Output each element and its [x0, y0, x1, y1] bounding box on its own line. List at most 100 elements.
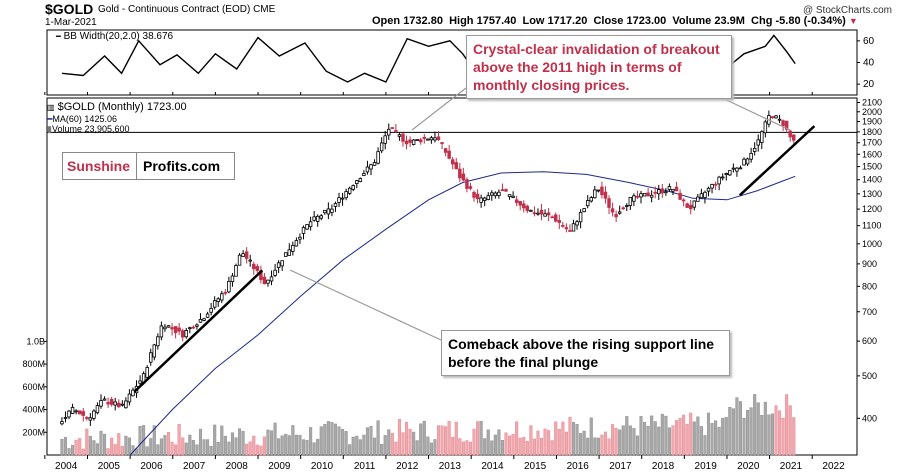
candle-body — [749, 152, 753, 160]
chart-symbol: $GOLD — [45, 1, 94, 17]
volume-bar — [390, 432, 394, 456]
price-tick-label: 2100 — [862, 97, 882, 107]
candle-body — [603, 191, 608, 199]
volume-bar — [674, 420, 679, 456]
volume-bar — [273, 422, 277, 456]
volume-bar — [458, 438, 462, 456]
volume-bar — [85, 428, 89, 456]
volume-bar — [110, 437, 114, 456]
candle-body — [74, 410, 78, 413]
volume-bar — [735, 397, 739, 456]
ma-legend: ━MA(60) 1425.06 — [47, 114, 117, 124]
price-tick-label: 600 — [862, 336, 877, 346]
candle-body — [291, 244, 295, 252]
candle-body — [731, 167, 736, 170]
open-label: Open — [372, 15, 401, 27]
candle-body — [728, 170, 732, 176]
volume-bar — [767, 414, 771, 456]
volume-bar — [653, 421, 657, 456]
volume-bar — [493, 434, 497, 456]
candle-body — [170, 327, 174, 330]
volume-bar — [234, 437, 238, 456]
candle-body — [230, 275, 235, 283]
candle-body — [735, 167, 739, 172]
candle-body — [106, 401, 110, 405]
volume-bar — [650, 415, 654, 456]
volume-bar — [269, 430, 274, 456]
candle-body — [70, 407, 75, 414]
chart-title: Gold - Continuous Contract (EOD) CME — [98, 4, 275, 15]
volume-bar — [177, 424, 181, 456]
volume-bar — [266, 429, 270, 456]
logo-part-sunshine: Sunshine — [63, 153, 138, 179]
volume-bar — [561, 421, 565, 456]
candle-body — [411, 139, 416, 145]
candle-body — [600, 186, 604, 196]
volume-bar — [344, 431, 348, 456]
volume-bar — [714, 420, 718, 456]
candle-body — [447, 150, 451, 159]
candle-body — [468, 186, 473, 189]
candle-body — [387, 128, 391, 136]
volume-bar — [451, 436, 455, 456]
candle-body — [642, 193, 647, 197]
volume-bar — [195, 444, 199, 456]
volume-bar — [230, 432, 234, 456]
candle-body — [372, 162, 377, 166]
volume-bar — [504, 432, 508, 456]
candle-body — [628, 196, 633, 206]
x-tick-label: 2006 — [140, 461, 163, 472]
price-tick-label: 400 — [862, 413, 877, 423]
candle-body — [490, 192, 494, 196]
volume-bar — [522, 437, 526, 456]
candle-body — [554, 214, 558, 222]
volume-tick-label: 1.0B — [26, 336, 45, 346]
candle-body — [426, 138, 430, 141]
candle-body — [653, 191, 657, 194]
candle-body — [497, 191, 501, 196]
volume-bar — [259, 445, 263, 456]
volume-bar — [81, 448, 85, 456]
volume-bar — [508, 435, 512, 456]
candle-body — [323, 209, 327, 214]
candle-body — [589, 197, 593, 202]
volume-bar — [369, 426, 373, 456]
candle-body — [337, 197, 341, 203]
close-label: Close — [593, 15, 624, 27]
candle-body — [685, 203, 689, 208]
candle-body — [738, 167, 743, 170]
candle-body — [465, 179, 469, 189]
volume-bar — [440, 425, 444, 456]
volume-bar — [316, 438, 320, 456]
volume-bar — [568, 416, 572, 456]
bb-width-legend: ━ BB Width(20,2.0) 38.676 — [56, 31, 174, 42]
volume-bar — [518, 437, 522, 456]
volume-bar — [539, 438, 544, 456]
volume-bar — [529, 425, 533, 456]
volume-bar — [476, 421, 480, 456]
volume-bar — [248, 441, 252, 456]
volume-bar — [639, 416, 643, 456]
ohlc-readout: Open 1732.80 High 1757.40 Low 1717.20 Cl… — [372, 15, 858, 27]
candle-body — [351, 185, 355, 190]
volume-bar — [770, 413, 774, 456]
candle-body — [475, 193, 480, 200]
volume-bar — [724, 417, 728, 456]
volume-bar — [422, 420, 426, 456]
volume-bar — [245, 443, 249, 456]
exchange-label: CME — [253, 4, 276, 15]
instrument-name: Gold - Continuous Contract (EOD) — [98, 4, 251, 15]
bb-tick-label: 20 — [863, 79, 875, 90]
candle-body — [536, 212, 540, 215]
candle-body — [117, 402, 121, 408]
candle-body — [777, 118, 782, 121]
volume-bar — [774, 405, 778, 456]
volume-bar — [611, 424, 615, 456]
volume-bar — [486, 429, 490, 456]
candle-body — [102, 398, 107, 401]
candle-body — [248, 259, 252, 262]
candle-body — [383, 135, 387, 144]
volume-bar — [490, 440, 494, 456]
candle-body — [546, 212, 551, 216]
volume-bar — [262, 436, 266, 456]
